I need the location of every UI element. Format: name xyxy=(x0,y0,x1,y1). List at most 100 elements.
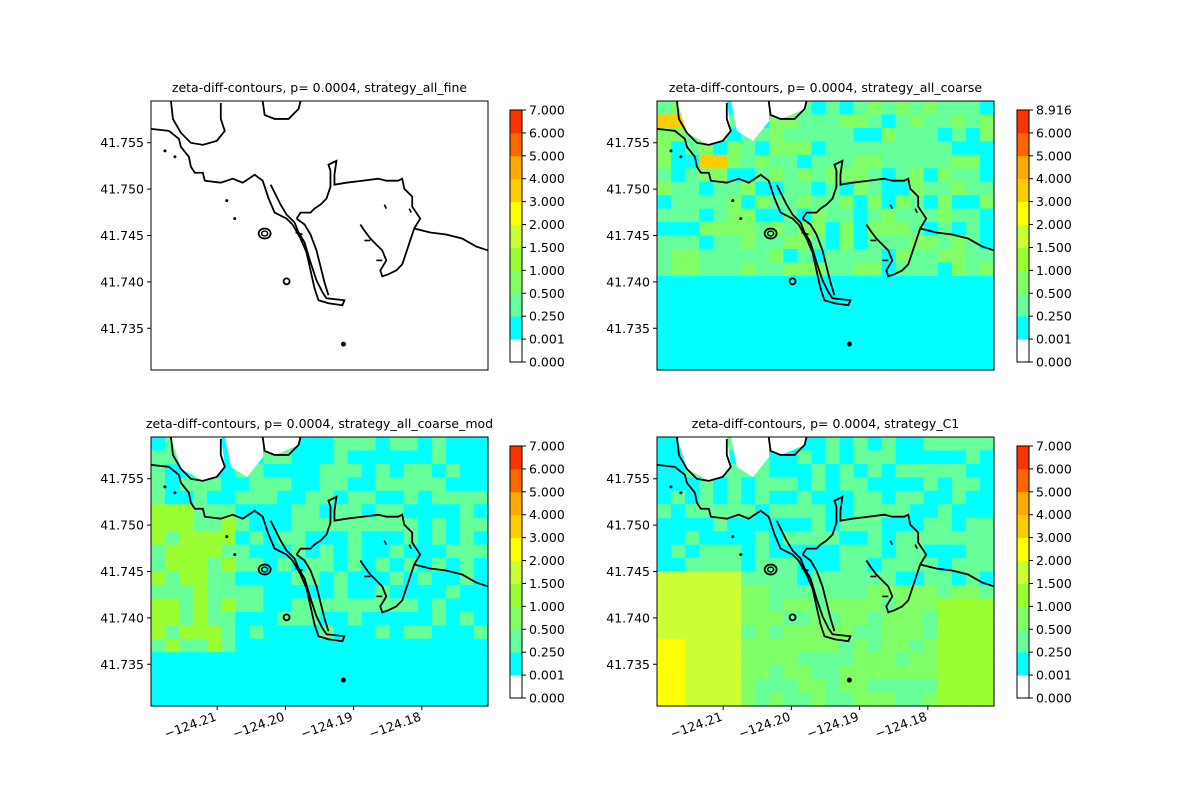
colorbar-segment xyxy=(510,629,522,653)
colorbar-segment xyxy=(510,270,522,294)
x-tick-label: −124.18 xyxy=(873,709,929,742)
colorbar-tick-label: 6.000 xyxy=(529,125,565,140)
colorbar-tick-label: 0.000 xyxy=(1036,355,1072,370)
x-tick-label: −124.21 xyxy=(668,709,724,742)
colorbar-frame xyxy=(1016,109,1030,363)
colorbar-tick-label: 0.001 xyxy=(1036,332,1072,347)
colorbar-segment xyxy=(1017,446,1029,470)
colorbar-tick-label: 6.000 xyxy=(1036,125,1072,140)
colorbar-frame xyxy=(1016,445,1030,699)
colorbar-tick-label: 1.500 xyxy=(1036,576,1072,591)
colorbar-tick-label: 1.000 xyxy=(529,599,565,614)
colorbar-segment xyxy=(510,316,522,340)
x-tick-label: −124.18 xyxy=(367,709,423,742)
colorbar-frame xyxy=(509,445,523,699)
colorbar-segment xyxy=(510,491,522,516)
x-tick-label: −124.19 xyxy=(299,709,355,742)
colorbar-segment xyxy=(1017,514,1029,539)
y-tick-label: 41.740 xyxy=(606,274,650,289)
colorbar-tick-label: 0.000 xyxy=(529,355,565,370)
colorbar-segment xyxy=(510,468,522,493)
colorbar-segment xyxy=(510,293,522,317)
colorbar-segment xyxy=(1017,339,1029,363)
colorbar-tick-label: 0.001 xyxy=(1036,668,1072,683)
axes-frame xyxy=(150,100,489,371)
y-tick-label: 41.735 xyxy=(606,321,650,336)
y-tick-label: 41.735 xyxy=(606,657,650,672)
y-tick-label: 41.755 xyxy=(100,471,144,486)
colorbar-tick-label: 6.000 xyxy=(1036,461,1072,476)
colorbar-segment xyxy=(1017,270,1029,294)
colorbar: 7.000 6.000 5.000 4.000 3.000 2.000 1.500 1.000… xyxy=(509,103,565,370)
y-tick-label: 41.745 xyxy=(100,228,144,243)
x-tick-label: −124.20 xyxy=(230,709,286,742)
panel-title: zeta-diff-contours, p= 0.0004, strategy_… xyxy=(692,416,960,431)
colorbar-tick-label: 7.000 xyxy=(529,439,565,454)
colorbar-tick-label: 2.000 xyxy=(529,553,565,568)
colorbar-segment xyxy=(1017,583,1029,607)
y-tick-label: 41.750 xyxy=(100,182,144,197)
colorbar-segment xyxy=(1017,224,1029,248)
colorbar-segment xyxy=(510,583,522,607)
colorbar-segment xyxy=(510,155,522,180)
x-tick-label: −124.20 xyxy=(736,709,792,742)
colorbar-tick-label: 1.000 xyxy=(1036,599,1072,614)
y-tick-label: 41.755 xyxy=(606,135,650,150)
colorbar-segment xyxy=(510,606,522,630)
y-tick-label: 41.750 xyxy=(606,518,650,533)
y-tick-label: 41.750 xyxy=(100,518,144,533)
colorbar-segment xyxy=(510,178,522,203)
colorbar: 8.916 6.000 5.000 4.000 3.000 2.000 1.500 1.000… xyxy=(1016,103,1072,370)
colorbar-tick-label: 0.500 xyxy=(529,286,565,301)
contour-field xyxy=(657,101,995,371)
colorbar-segment xyxy=(510,339,522,363)
colorbar-tick-label: 3.000 xyxy=(1036,530,1072,545)
colorbar-tick-label: 0.250 xyxy=(529,645,565,660)
colorbar-segment xyxy=(1017,316,1029,340)
y-tick-label: 41.740 xyxy=(100,274,144,289)
colorbar-tick-label: 8.916 xyxy=(1036,103,1072,118)
colorbar-segment xyxy=(1017,675,1029,699)
panel-3: zeta-diff-contours, p= 0.0004, strategy_… xyxy=(100,416,565,741)
y-tick-label: 41.735 xyxy=(100,657,144,672)
colorbar-segment xyxy=(510,110,522,134)
x-tick-label: −124.21 xyxy=(162,709,218,742)
coastline xyxy=(150,100,489,348)
colorbar-segment xyxy=(1017,560,1029,584)
colorbar-tick-label: 2.000 xyxy=(1036,217,1072,232)
colorbar-segment xyxy=(1017,178,1029,203)
colorbar-segment xyxy=(1017,491,1029,516)
colorbar-tick-label: 1.500 xyxy=(1036,240,1072,255)
colorbar-segment xyxy=(1017,629,1029,653)
y-tick-label: 41.745 xyxy=(606,564,650,579)
colorbar-tick-label: 4.000 xyxy=(529,507,565,522)
colorbar-tick-label: 7.000 xyxy=(1036,439,1072,454)
colorbar-tick-label: 1.500 xyxy=(529,240,565,255)
y-tick-label: 41.750 xyxy=(606,182,650,197)
colorbar-tick-label: 0.250 xyxy=(1036,309,1072,324)
colorbar-frame xyxy=(509,109,523,363)
colorbar-segment xyxy=(510,201,522,225)
colorbar-tick-label: 5.000 xyxy=(1036,148,1072,163)
y-tick-label: 41.755 xyxy=(606,471,650,486)
colorbar-tick-label: 0.500 xyxy=(1036,286,1072,301)
colorbar-tick-label: 4.000 xyxy=(529,171,565,186)
y-tick-label: 41.745 xyxy=(606,228,650,243)
panel-4: zeta-diff-contours, p= 0.0004, strategy_… xyxy=(606,416,1072,741)
panel-2: zeta-diff-contours, p= 0.0004, strategy_… xyxy=(606,80,1072,371)
colorbar-segment xyxy=(510,560,522,584)
colorbar-segment xyxy=(510,446,522,470)
colorbar-tick-label: 0.500 xyxy=(1036,622,1072,637)
contour-field xyxy=(151,437,489,707)
colorbar-segment xyxy=(1017,468,1029,493)
colorbar-tick-label: 0.001 xyxy=(529,332,565,347)
colorbar-segment xyxy=(510,224,522,248)
colorbar-tick-label: 0.000 xyxy=(1036,691,1072,706)
colorbar-segment xyxy=(510,132,522,157)
x-tick-label: −124.19 xyxy=(805,709,861,742)
colorbar-tick-label: 1.500 xyxy=(529,576,565,591)
colorbar-tick-label: 0.250 xyxy=(529,309,565,324)
y-tick-label: 41.745 xyxy=(100,564,144,579)
colorbar-segment xyxy=(1017,132,1029,157)
